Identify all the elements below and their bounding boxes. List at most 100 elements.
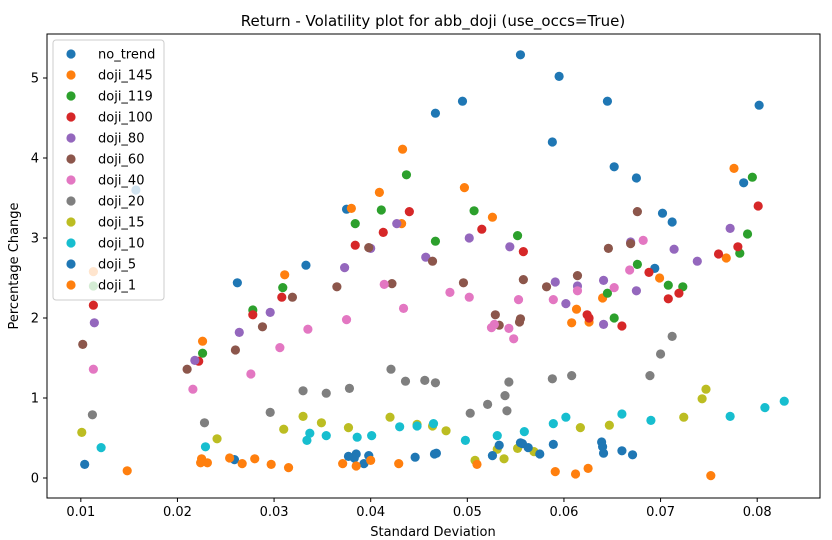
data-point bbox=[301, 260, 311, 270]
data-point bbox=[572, 271, 583, 281]
data-point bbox=[609, 162, 619, 172]
legend-label: doji_80 bbox=[98, 132, 144, 147]
data-point bbox=[421, 252, 431, 262]
data-point bbox=[88, 300, 98, 310]
data-point bbox=[646, 415, 656, 425]
data-point bbox=[472, 459, 482, 469]
data-point bbox=[265, 407, 275, 417]
data-point bbox=[237, 459, 247, 469]
data-point bbox=[190, 355, 200, 365]
data-point bbox=[509, 334, 519, 344]
legend-label: doji_20 bbox=[98, 195, 144, 210]
y-tick-label: 2 bbox=[31, 312, 39, 327]
legend-label: doji_1 bbox=[98, 279, 136, 294]
y-tick-label: 3 bbox=[31, 232, 39, 247]
data-point bbox=[494, 440, 504, 450]
data-point bbox=[87, 410, 98, 420]
data-point bbox=[617, 409, 627, 419]
data-point bbox=[392, 219, 402, 229]
legend-label: doji_100 bbox=[98, 111, 153, 126]
data-point bbox=[505, 242, 515, 252]
data-point bbox=[487, 212, 498, 222]
data-point bbox=[464, 233, 474, 243]
data-point bbox=[298, 411, 308, 421]
data-point bbox=[212, 434, 222, 444]
data-point bbox=[234, 327, 244, 337]
data-point bbox=[350, 219, 360, 229]
data-point bbox=[667, 217, 677, 227]
legend-marker bbox=[66, 175, 76, 185]
series-doji-60 bbox=[78, 207, 642, 374]
legend-marker bbox=[66, 217, 76, 227]
legend-label: doji_119 bbox=[98, 90, 153, 105]
data-point bbox=[570, 469, 581, 479]
data-point bbox=[725, 223, 735, 233]
data-point bbox=[598, 319, 609, 329]
data-point bbox=[572, 286, 583, 296]
data-point bbox=[515, 50, 526, 60]
data-point bbox=[729, 163, 739, 173]
legend-label: doji_60 bbox=[98, 153, 144, 168]
x-tick-label: 0.05 bbox=[453, 505, 482, 520]
legend-marker bbox=[66, 49, 76, 59]
data-point bbox=[197, 336, 208, 346]
data-point bbox=[584, 313, 594, 323]
x-tick-label: 0.04 bbox=[356, 505, 385, 520]
legend-marker bbox=[66, 238, 76, 248]
data-point bbox=[760, 403, 770, 413]
data-point bbox=[697, 394, 707, 404]
data-point bbox=[644, 267, 654, 277]
data-point bbox=[378, 227, 388, 237]
data-point bbox=[366, 455, 376, 465]
data-point bbox=[398, 303, 409, 313]
x-tick-label: 0.06 bbox=[549, 505, 578, 520]
data-point bbox=[753, 201, 763, 211]
data-point bbox=[469, 206, 479, 216]
data-point bbox=[200, 442, 211, 452]
x-tick-label: 0.07 bbox=[646, 505, 675, 520]
data-point bbox=[459, 183, 470, 193]
data-point bbox=[655, 349, 666, 359]
data-point bbox=[395, 422, 405, 432]
data-point bbox=[386, 364, 396, 374]
data-point bbox=[561, 412, 571, 422]
data-point bbox=[332, 282, 342, 292]
series-doji-10 bbox=[96, 396, 789, 453]
series-doji-40 bbox=[88, 235, 648, 394]
data-point bbox=[669, 244, 679, 254]
data-point bbox=[89, 318, 99, 328]
data-point bbox=[725, 411, 735, 421]
data-point bbox=[350, 240, 360, 250]
data-point bbox=[604, 420, 614, 430]
data-point bbox=[667, 331, 677, 341]
legend-label: doji_145 bbox=[98, 69, 153, 84]
data-point bbox=[674, 288, 684, 298]
data-point bbox=[638, 235, 648, 245]
data-point bbox=[80, 459, 90, 469]
data-point bbox=[321, 388, 331, 398]
data-point bbox=[523, 443, 533, 453]
data-point bbox=[663, 280, 673, 290]
data-point bbox=[367, 431, 377, 441]
data-point bbox=[721, 253, 731, 263]
data-point bbox=[575, 423, 585, 433]
data-point bbox=[385, 412, 395, 422]
data-point bbox=[548, 419, 558, 429]
data-point bbox=[519, 427, 529, 437]
data-point bbox=[344, 383, 355, 393]
data-point bbox=[602, 288, 613, 298]
data-point bbox=[663, 294, 673, 304]
legend-marker bbox=[66, 112, 76, 122]
data-point bbox=[550, 467, 560, 477]
legend-marker bbox=[66, 154, 76, 164]
data-point bbox=[713, 249, 724, 259]
data-point bbox=[428, 419, 439, 429]
data-point bbox=[747, 172, 757, 182]
data-point bbox=[518, 275, 528, 285]
data-point bbox=[338, 459, 348, 469]
data-point bbox=[410, 452, 420, 462]
y-tick-label: 5 bbox=[31, 72, 39, 87]
legend-marker bbox=[66, 133, 76, 143]
data-point bbox=[655, 273, 665, 283]
